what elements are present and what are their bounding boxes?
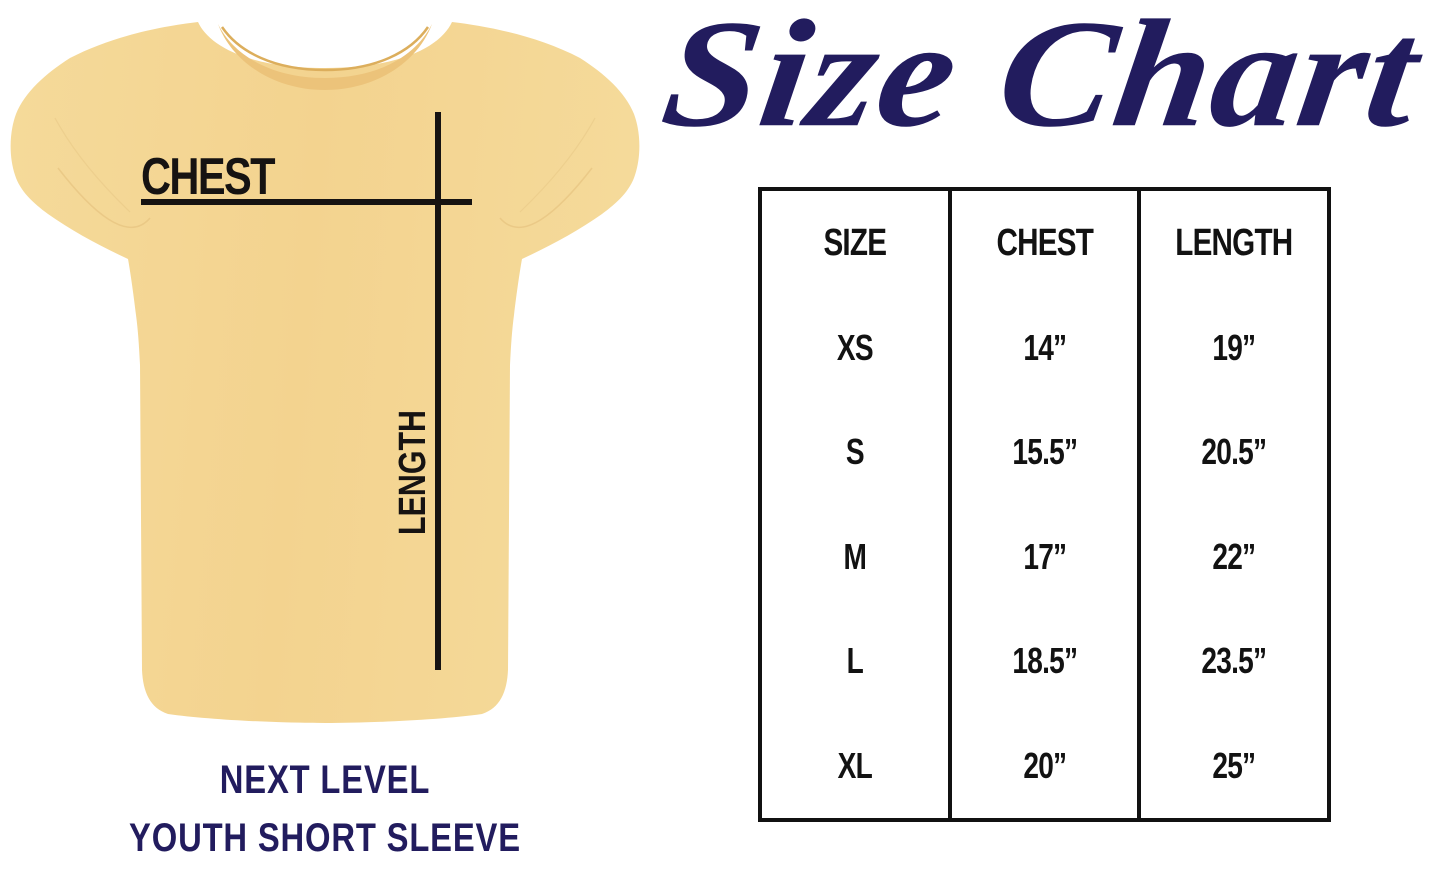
svg-text:LENGTH: LENGTH xyxy=(392,410,434,535)
svg-text:NEXT LEVEL: NEXT LEVEL xyxy=(220,757,430,802)
svg-text:YOUTH SHORT SLEEVE: YOUTH SHORT SLEEVE xyxy=(129,815,521,860)
svg-text:CHEST: CHEST xyxy=(141,147,276,206)
